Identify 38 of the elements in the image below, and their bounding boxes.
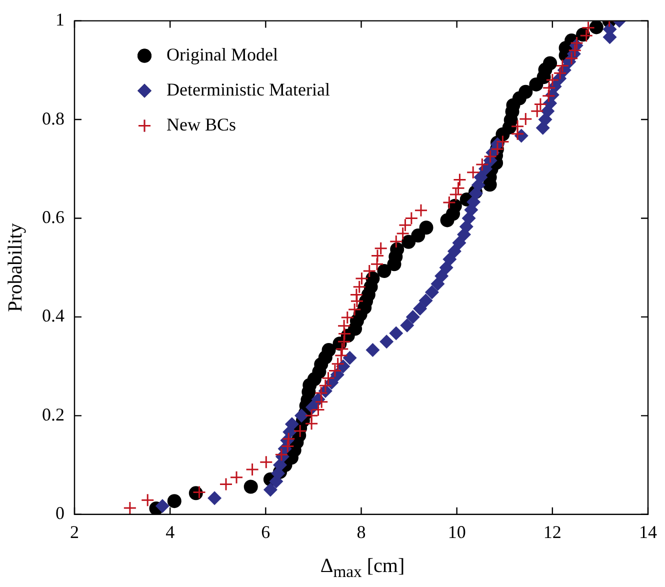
legend-label: Deterministic Material [166,80,330,100]
point [366,343,380,358]
y-tick-label: 1 [56,10,64,30]
x-tick-label: 12 [543,522,562,542]
legend-label: New BCs [166,114,236,135]
y-tick-label: 0.8 [42,108,64,128]
point [442,252,457,266]
x-tick-label: 10 [448,522,466,542]
point [430,276,445,291]
x-tick-label: 2 [70,522,79,542]
point [389,326,404,340]
point [434,268,449,283]
point [406,310,420,324]
y-tick-label: 0 [56,503,64,524]
point [413,302,428,316]
y-axis-title: Probability [4,223,26,312]
y-tick-label: 0.2 [42,404,64,424]
legend-label: Original Model [166,44,278,65]
point [208,491,222,506]
x-axis-title: Δ$_{max}$ [cm] [319,555,406,582]
point [380,334,394,349]
y-tick-label: 0.4 [42,306,64,326]
point [424,285,439,300]
x-tick-label: 4 [166,522,175,542]
point [294,408,309,423]
point [342,350,357,365]
point [263,482,278,497]
point [474,170,488,184]
point [418,294,433,308]
point [400,318,414,332]
point [452,236,466,250]
y-tick-label: 0.6 [42,206,64,227]
x-tick-label: 8 [356,522,366,542]
point [447,244,462,258]
x-tick-label: 6 [261,522,270,542]
x-tick-label: 14 [639,522,657,542]
point [155,499,170,514]
point [284,417,299,432]
